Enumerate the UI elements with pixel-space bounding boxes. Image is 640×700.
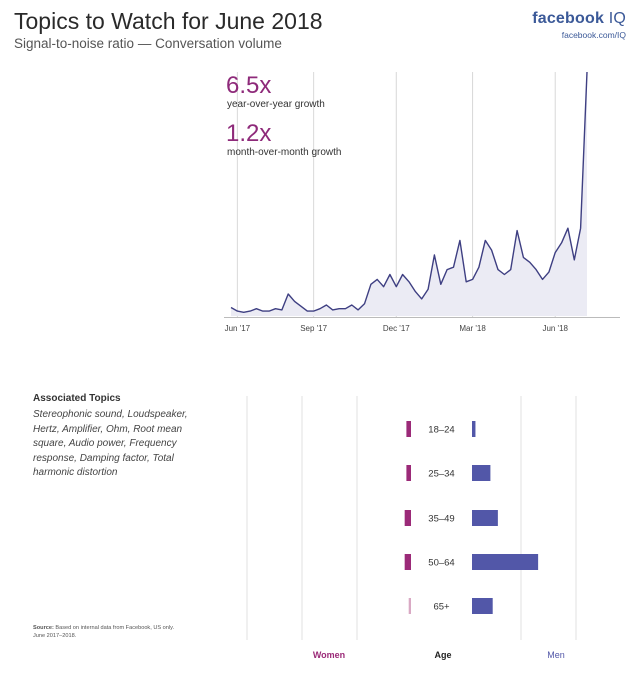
- page-subtitle: Signal-to-noise ratio — Conversation vol…: [14, 36, 282, 51]
- women-bar: [408, 598, 411, 614]
- women-bar: [406, 465, 411, 481]
- trend-chart: Jun '17 Sep '17 Dec '17 Mar '18 Jun '18 6.5xy…: [224, 71, 620, 333]
- brand-name: facebook IQ: [532, 10, 626, 27]
- x-tick-label: Mar '18: [459, 324, 486, 333]
- legend-men: Men: [547, 650, 565, 660]
- women-bar: [404, 510, 411, 526]
- series-line: [230, 71, 588, 313]
- men-bar: [472, 421, 476, 437]
- associated-topics-heading: Associated Topics: [33, 393, 121, 404]
- associated-topics-list: Stereophonic sound, Loudspeaker, Hertz, …: [33, 409, 188, 479]
- mom-value: 1.2x: [226, 120, 271, 147]
- women-bar: [406, 421, 411, 437]
- age-group-label: 25–34: [428, 469, 454, 480]
- source-period: June 2017–2018.: [33, 633, 77, 639]
- yoy-value: 6.5x: [226, 72, 271, 99]
- x-tick-label: Jun '17: [225, 324, 251, 333]
- men-bar: [472, 554, 539, 570]
- area-fill: [231, 72, 587, 316]
- axis-label-age: Age: [434, 650, 451, 660]
- men-bar: [472, 598, 493, 614]
- mom-label: month-over-month growth: [227, 147, 342, 158]
- women-bar: [404, 554, 411, 570]
- source-note: Source: Based on internal data from Face…: [33, 624, 174, 640]
- brand-url: facebook.com/IQ: [561, 30, 626, 40]
- source-text: Based on internal data from Facebook, US…: [55, 625, 175, 631]
- brand-logo: facebook IQ facebook.com/IQ: [532, 10, 626, 40]
- age-group-label: 35–49: [428, 514, 454, 525]
- age-group-label: 65+: [433, 602, 450, 613]
- legend-women: Women: [313, 650, 345, 660]
- age-group-label: 50–64: [428, 558, 454, 569]
- age-group-label: 18–24: [428, 425, 454, 436]
- x-tick-label: Sep '17: [300, 324, 327, 333]
- page-title: Topics to Watch for June 2018: [14, 8, 323, 34]
- men-bar: [472, 465, 491, 481]
- yoy-label: year-over-year growth: [227, 99, 325, 110]
- brand-iq: IQ: [608, 10, 626, 27]
- x-tick-label: Jun '18: [542, 324, 568, 333]
- men-bar: [472, 510, 498, 526]
- x-tick-label: Dec '17: [383, 324, 410, 333]
- source-label: Source:: [33, 625, 54, 631]
